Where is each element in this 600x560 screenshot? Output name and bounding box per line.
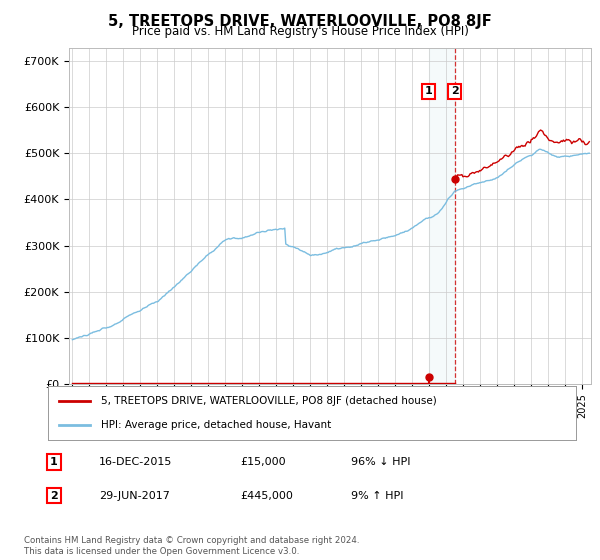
Text: £15,000: £15,000: [240, 457, 286, 467]
Text: 29-JUN-2017: 29-JUN-2017: [99, 491, 170, 501]
Text: £445,000: £445,000: [240, 491, 293, 501]
Text: 9% ↑ HPI: 9% ↑ HPI: [351, 491, 404, 501]
Text: 1: 1: [50, 457, 58, 467]
Text: 5, TREETOPS DRIVE, WATERLOOVILLE, PO8 8JF (detached house): 5, TREETOPS DRIVE, WATERLOOVILLE, PO8 8J…: [101, 396, 437, 407]
Text: 2: 2: [451, 86, 458, 96]
Text: HPI: Average price, detached house, Havant: HPI: Average price, detached house, Hava…: [101, 419, 331, 430]
Text: 16-DEC-2015: 16-DEC-2015: [99, 457, 172, 467]
Text: 2: 2: [50, 491, 58, 501]
Bar: [429, 48, 455, 384]
Text: Price paid vs. HM Land Registry's House Price Index (HPI): Price paid vs. HM Land Registry's House …: [131, 25, 469, 38]
Text: Contains HM Land Registry data © Crown copyright and database right 2024.
This d: Contains HM Land Registry data © Crown c…: [24, 536, 359, 556]
Text: 96% ↓ HPI: 96% ↓ HPI: [351, 457, 410, 467]
Text: 5, TREETOPS DRIVE, WATERLOOVILLE, PO8 8JF: 5, TREETOPS DRIVE, WATERLOOVILLE, PO8 8J…: [108, 14, 492, 29]
Text: 1: 1: [425, 86, 433, 96]
